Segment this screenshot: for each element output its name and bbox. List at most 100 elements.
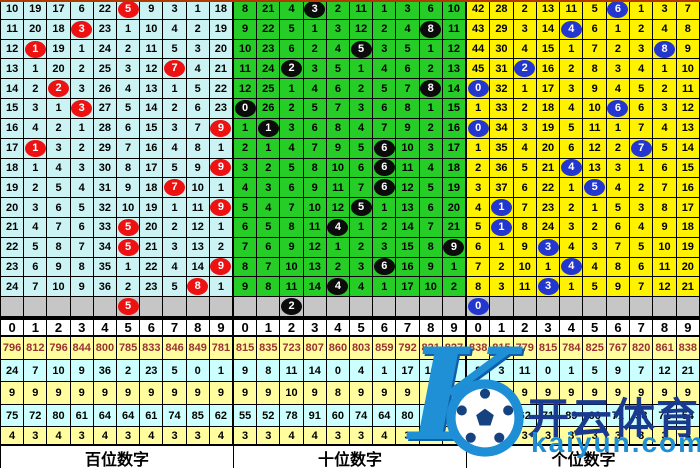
- omission-cell: 1: [373, 0, 397, 19]
- omission-cell: 18: [676, 217, 700, 237]
- stats-cell: 4: [467, 427, 491, 444]
- stats-omission-row: 9 8 11 14 0 4 1 17 10 2: [234, 360, 467, 382]
- omission-cell: 2: [163, 217, 187, 237]
- omission-cell: 2: [419, 59, 443, 79]
- drawn-digit-cell: 6: [373, 257, 397, 277]
- omission-cell: 3: [653, 99, 677, 118]
- omission-cell: 35: [93, 257, 118, 277]
- omission-cell: 16: [140, 138, 164, 158]
- omission-cell: 4: [583, 257, 607, 277]
- omission-cell: 1: [653, 59, 677, 79]
- omission-cell: 9: [186, 158, 210, 178]
- digit-header-cell: 0: [467, 320, 491, 335]
- stats-cell: 815: [537, 337, 561, 359]
- omission-cell: 11: [186, 198, 210, 217]
- pending-cell: [583, 297, 607, 316]
- omission-cell: 1: [234, 118, 258, 138]
- omission-cell: 6: [419, 198, 443, 217]
- omission-cell: 5: [163, 39, 187, 59]
- stats-cell: 74: [163, 405, 187, 426]
- omission-cell: 3: [653, 0, 677, 19]
- stats-cell: 80: [396, 405, 420, 426]
- omission-cell: 8: [70, 257, 94, 277]
- omission-cell: 6: [70, 0, 94, 19]
- omission-cell: 1: [583, 198, 607, 217]
- omission-cell: 7: [303, 138, 327, 158]
- drawn-digit-cell: 7: [163, 59, 187, 79]
- omission-cell: 1: [419, 99, 443, 118]
- trend-row: 5 4 7 10 12 5 1 13 6 20: [234, 198, 467, 218]
- stats-cell: 3: [490, 360, 514, 381]
- drawn-ball: 1: [24, 40, 46, 58]
- omission-cell: 10: [419, 277, 443, 297]
- stats-cell: 779: [514, 337, 537, 359]
- omission-cell: 9: [676, 39, 700, 59]
- omission-cell: 6: [419, 0, 443, 19]
- drawn-ball: 1: [490, 199, 512, 217]
- omission-cell: 5: [350, 138, 374, 158]
- stats-cell: 3: [24, 427, 48, 444]
- pending-cell: 2: [280, 297, 304, 316]
- omission-cell: 21: [257, 0, 281, 19]
- stats-cell: 3: [257, 427, 281, 444]
- omission-cell: 6: [70, 217, 94, 237]
- stats-cell: 23: [140, 360, 164, 381]
- pending-cell: [513, 297, 537, 316]
- trend-row: 23 6 9 8 35 1 22 4 14 9: [1, 257, 234, 278]
- omission-cell: 6: [234, 217, 258, 237]
- omission-cell: 1: [24, 59, 48, 79]
- drawn-ball: 5: [350, 199, 372, 217]
- omission-cell: 5: [24, 237, 48, 257]
- omission-cell: 11: [513, 277, 537, 297]
- stats-total-row: 838 815 779 815 784 825 767 820 861 838: [467, 337, 700, 360]
- omission-cell: 9: [303, 178, 327, 198]
- stats-cell: 78: [280, 405, 304, 426]
- pending-cell: [676, 297, 700, 316]
- omission-cell: 6: [280, 39, 304, 59]
- omission-cell: 18: [536, 99, 561, 118]
- drawn-ball: 8: [420, 20, 442, 38]
- trend-row: 10 23 6 2 4 5 3 5 1 12: [234, 39, 467, 60]
- stats-cell: 0: [537, 360, 561, 381]
- omission-cell: 16: [396, 257, 420, 277]
- omission-cell: 7: [630, 118, 654, 138]
- omission-cell: 1: [163, 79, 187, 99]
- omission-cell: 6: [280, 178, 304, 198]
- omission-cell: 27: [93, 99, 118, 118]
- pending-cell: [234, 297, 258, 316]
- drawn-ball: 3: [304, 0, 326, 18]
- omission-cell: 3: [350, 99, 374, 118]
- trend-row: 7 6 9 12 1 2 3 15 8 9: [234, 237, 467, 258]
- digit-header-cell: 1: [24, 320, 48, 335]
- stats-cell: 4: [94, 427, 118, 444]
- drawn-ball: 6: [373, 179, 395, 197]
- omission-cell: 2: [257, 158, 281, 178]
- pending-cell: [209, 297, 234, 316]
- omission-cell: 21: [1, 217, 25, 237]
- omission-cell: 1: [606, 118, 631, 138]
- trend-row: 13 1 20 2 25 3 12 7 4 21: [1, 59, 234, 80]
- omission-cell: 45: [467, 59, 491, 79]
- omission-cell: 20: [536, 138, 561, 158]
- pending-cell: [47, 297, 71, 316]
- omission-cell: 2: [583, 217, 607, 237]
- stats-cell: 10: [47, 360, 71, 381]
- omission-cell: 13: [583, 158, 607, 178]
- omission-cell: 2: [442, 277, 467, 297]
- drawn-ball: 4: [327, 278, 349, 296]
- omission-cell: 11: [442, 19, 467, 39]
- pending-cell: [630, 297, 654, 316]
- drawn-ball: 4: [560, 20, 582, 38]
- digit-header-cell: 4: [327, 320, 351, 335]
- omission-cell: 1: [513, 79, 537, 99]
- stats-cell: 61: [140, 405, 164, 426]
- drawn-ball: 5: [117, 238, 139, 256]
- omission-cell: 10: [303, 198, 327, 217]
- trend-row: 3 2 5 8 10 6 6 11 4 18: [234, 158, 467, 179]
- stats-cell: 74: [350, 405, 374, 426]
- stats-cell: 9: [396, 382, 420, 404]
- stats-cell: 58: [630, 405, 654, 426]
- omission-cell: 12: [1, 39, 25, 59]
- omission-cell: 2: [117, 39, 141, 59]
